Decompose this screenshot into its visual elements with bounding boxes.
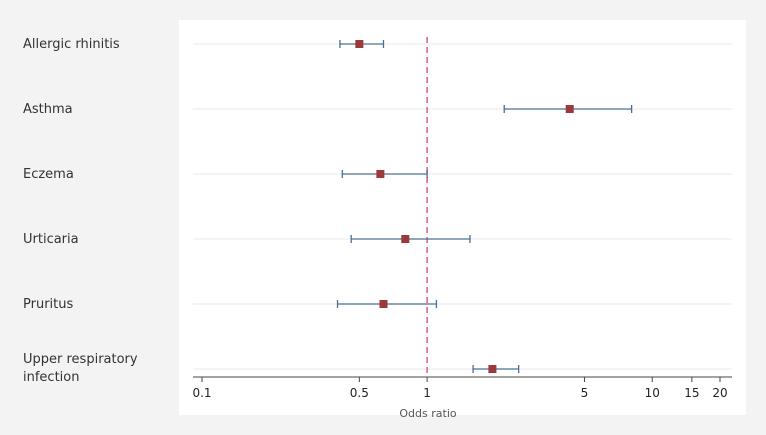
x-tick-label: 10 <box>645 386 660 400</box>
grid-lines <box>193 43 732 370</box>
x-axis-title: Odds ratio <box>399 407 456 420</box>
or-marker <box>565 105 574 113</box>
category-label: Upper respiratory <box>23 352 138 367</box>
x-tick-label: 5 <box>581 386 589 400</box>
x-tick-label: 15 <box>684 386 699 400</box>
category-labels: Allergic rhinitis Asthma Eczema Urticaria Pr… <box>23 37 138 385</box>
x-axis: 0.1 0.5 1 5 10 15 20 <box>192 376 732 400</box>
category-label: Asthma <box>23 102 73 117</box>
x-tick-label: 1 <box>423 386 431 400</box>
plot-background <box>179 20 746 415</box>
or-marker <box>376 170 385 178</box>
x-tick-label: 20 <box>712 386 727 400</box>
category-label: infection <box>23 370 79 385</box>
point-estimates <box>355 40 574 373</box>
x-tick-label: 0.5 <box>350 386 369 400</box>
or-marker <box>379 300 388 308</box>
category-label: Eczema <box>23 167 74 182</box>
x-tick-label: 0.1 <box>192 386 211 400</box>
or-marker <box>401 235 410 243</box>
category-label: Pruritus <box>23 297 73 312</box>
category-label: Allergic rhinitis <box>23 37 120 52</box>
category-label: Urticaria <box>23 232 79 247</box>
or-marker <box>355 40 364 48</box>
or-marker <box>488 365 497 373</box>
